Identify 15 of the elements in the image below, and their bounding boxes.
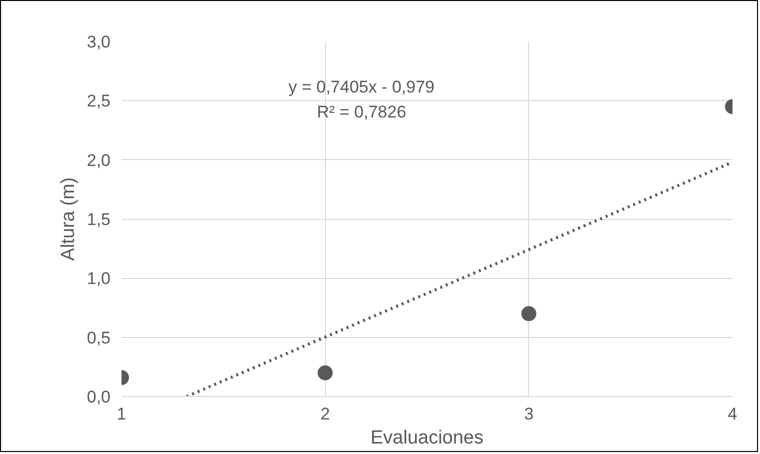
y-tick-label: 3,0 <box>86 32 111 52</box>
x-tick-label: 3 <box>524 404 534 424</box>
annotation: R² = 0,7826 <box>316 102 406 122</box>
y-tick-label: 1,0 <box>86 269 111 288</box>
y-tick-label: 0,0 <box>86 388 111 406</box>
x-tick-label: 4 <box>728 404 738 424</box>
y-tick-label: 0,5 <box>86 328 111 348</box>
x-tick-label: 1 <box>116 404 126 424</box>
y-tick-label: 2,5 <box>86 92 111 111</box>
annotation: y = 0,7405x - 0,979 <box>288 78 435 96</box>
x-tick-label: 2 <box>320 404 330 424</box>
y-tick-label: 1,5 <box>86 210 111 229</box>
y-axis-title: Altura (m) <box>58 177 79 261</box>
y-tick-label: 2,0 <box>86 150 111 170</box>
x-axis-title: Evaluaciones <box>370 428 484 448</box>
